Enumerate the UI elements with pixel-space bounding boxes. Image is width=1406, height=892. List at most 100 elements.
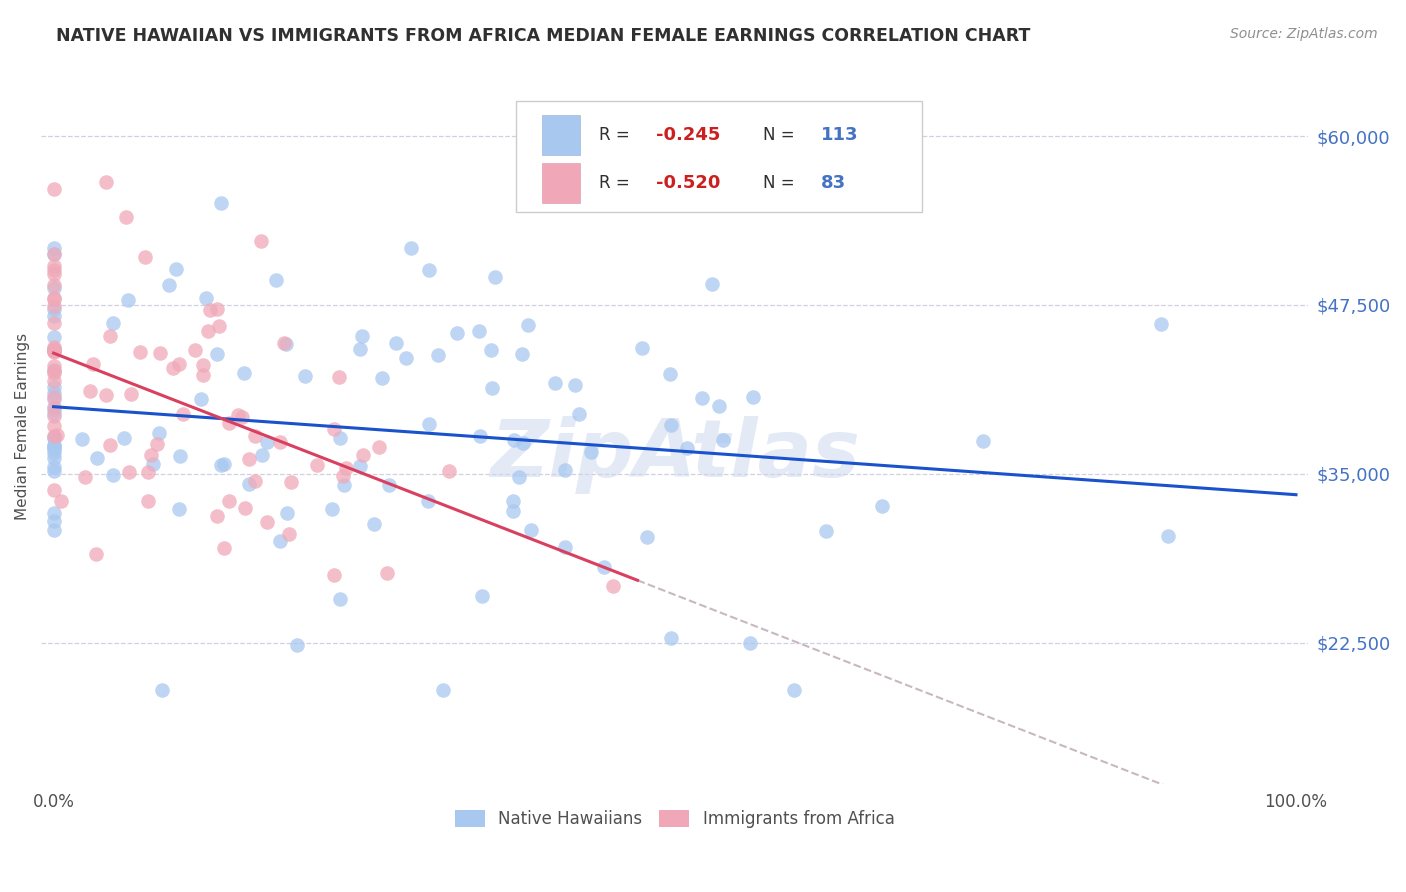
Point: [350, 328, 373, 343]
Point: [870, 500, 893, 514]
Text: N =: N =: [763, 126, 800, 145]
Point: [367, 440, 389, 454]
Point: [42, 375, 65, 389]
Point: [195, 291, 218, 305]
Point: [169, 450, 191, 464]
Point: [42, 524, 65, 538]
Point: [378, 478, 401, 492]
Point: [502, 504, 524, 518]
Bar: [541, 115, 579, 155]
Point: [544, 376, 567, 390]
Point: [150, 682, 173, 697]
Legend: Native Hawaiians, Immigrants from Africa: Native Hawaiians, Immigrants from Africa: [449, 803, 901, 834]
Point: [269, 534, 291, 549]
Point: [139, 448, 162, 462]
Point: [205, 301, 228, 316]
Point: [209, 195, 232, 210]
Point: [94, 175, 117, 189]
Point: [579, 445, 602, 459]
Point: [332, 469, 354, 483]
Point: [42, 278, 65, 293]
Point: [333, 477, 356, 491]
Point: [228, 408, 250, 422]
Point: [42, 247, 65, 261]
Point: [516, 318, 538, 332]
Point: [427, 348, 450, 362]
Text: Source: ZipAtlas.com: Source: ZipAtlas.com: [1230, 27, 1378, 41]
Point: [42, 343, 65, 358]
Point: [235, 501, 257, 516]
Point: [191, 368, 214, 383]
Point: [42, 340, 65, 354]
Point: [349, 459, 371, 474]
Point: [481, 381, 503, 395]
Point: [42, 406, 65, 420]
Point: [395, 351, 418, 365]
Bar: [541, 163, 579, 202]
Point: [245, 429, 267, 443]
Point: [212, 541, 235, 555]
Point: [512, 436, 534, 450]
Point: [86, 547, 108, 561]
Point: [101, 468, 124, 483]
Point: [42, 380, 65, 394]
Point: [321, 502, 343, 516]
Point: [631, 341, 654, 355]
Point: [502, 493, 524, 508]
Point: [231, 410, 253, 425]
Point: [972, 434, 994, 448]
Y-axis label: Median Female Earnings: Median Female Earnings: [15, 333, 30, 520]
Point: [510, 347, 533, 361]
Point: [42, 343, 65, 357]
Point: [700, 277, 723, 291]
Point: [218, 494, 240, 508]
Point: [554, 463, 576, 477]
Point: [42, 359, 65, 374]
Point: [479, 343, 502, 357]
Point: [42, 343, 65, 357]
Point: [256, 516, 278, 530]
Point: [432, 682, 454, 697]
Point: [157, 277, 180, 292]
Point: [167, 502, 190, 516]
Point: [277, 527, 299, 541]
Point: [711, 433, 734, 447]
Point: [349, 343, 371, 357]
Point: [112, 431, 135, 445]
Point: [146, 437, 169, 451]
Point: [42, 402, 65, 417]
Point: [437, 464, 460, 478]
Point: [568, 407, 591, 421]
Point: [42, 418, 65, 433]
Point: [742, 390, 765, 404]
Point: [738, 636, 761, 650]
Point: [329, 592, 352, 607]
Point: [266, 273, 288, 287]
Point: [399, 241, 422, 255]
Point: [659, 418, 682, 433]
Point: [814, 524, 837, 539]
Point: [42, 281, 65, 295]
Point: [675, 441, 697, 455]
Point: [256, 435, 278, 450]
Point: [42, 430, 65, 444]
Point: [42, 241, 65, 255]
Point: [659, 631, 682, 645]
Point: [471, 590, 494, 604]
Text: R =: R =: [599, 174, 634, 192]
Point: [250, 448, 273, 462]
Point: [42, 506, 65, 520]
Point: [42, 441, 65, 455]
Point: [269, 435, 291, 450]
Point: [42, 259, 65, 273]
Point: [98, 437, 121, 451]
Point: [205, 347, 228, 361]
Point: [42, 442, 65, 456]
Point: [484, 270, 506, 285]
Point: [42, 364, 65, 378]
Point: [42, 345, 65, 359]
Point: [42, 450, 65, 465]
Point: [120, 386, 142, 401]
Point: [42, 310, 65, 324]
Point: [115, 210, 138, 224]
